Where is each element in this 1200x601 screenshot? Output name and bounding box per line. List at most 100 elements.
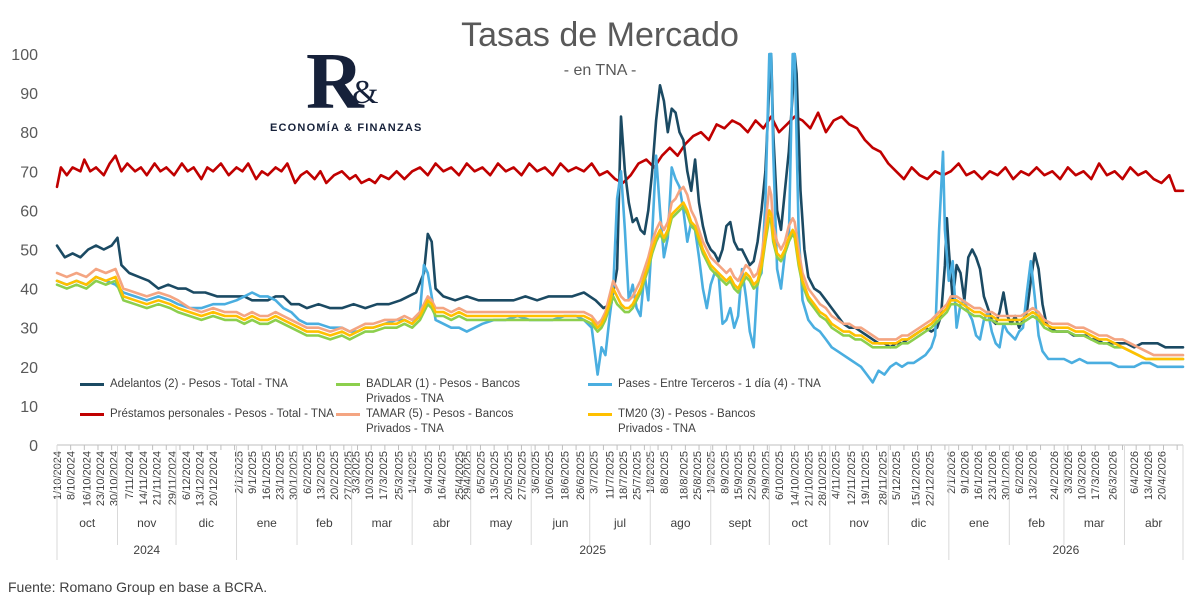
date-label: 6/12/2024 xyxy=(181,451,193,500)
month-label: dic xyxy=(911,516,926,530)
date-label: 2/1/2026 xyxy=(946,451,958,494)
month-label: ene xyxy=(257,516,277,530)
date-label: 30/1/2025 xyxy=(288,451,300,500)
date-label: 20/2/2025 xyxy=(329,451,341,500)
date-label: 13/12/2024 xyxy=(194,451,206,506)
month-label: mar xyxy=(1084,516,1105,530)
date-label: 13/2/2026 xyxy=(1028,451,1040,500)
legend-swatch xyxy=(588,413,612,416)
date-label: 19/11/2025 xyxy=(860,451,872,505)
month-label: oct xyxy=(79,516,96,530)
date-label: 14/11/2024 xyxy=(138,451,150,505)
date-label: 24/2/2026 xyxy=(1049,451,1061,500)
y-tick-label: 50 xyxy=(20,243,38,260)
date-label: 23/1/2026 xyxy=(987,451,999,500)
date-label: 11/7/2025 xyxy=(604,451,616,499)
month-label: jul xyxy=(613,516,626,530)
date-label: 7/11/2024 xyxy=(124,451,136,499)
date-label: 10/6/2025 xyxy=(544,451,556,500)
logo-letter: R xyxy=(306,38,364,126)
chart-title: Tasas de Mercado xyxy=(461,16,739,54)
date-label: 3/3/2026 xyxy=(1063,451,1075,494)
date-label: 6/5/2025 xyxy=(475,451,487,494)
date-label: 28/11/2025 xyxy=(877,451,889,505)
series-layer xyxy=(55,52,1185,384)
legend-label: Adelantos (2) - Pesos - Total - TNA xyxy=(110,378,288,390)
date-label: 16/1/2025 xyxy=(261,451,273,500)
series-line xyxy=(55,201,1185,361)
date-label: 21/10/2025 xyxy=(803,451,815,506)
month-label: sept xyxy=(729,516,752,530)
date-label: 18/7/2025 xyxy=(618,451,630,500)
y-tick-label: 70 xyxy=(20,164,38,181)
date-label: 20/12/2024 xyxy=(208,451,220,506)
date-label: 22/9/2025 xyxy=(747,451,759,500)
date-label: 10/3/2026 xyxy=(1077,451,1089,500)
x-axis: 1/10/2024 8/10/2024 16/10/2024 23/10/2024 30… xyxy=(52,444,1184,560)
series-line xyxy=(55,52,1185,384)
legend-label: TAMAR (5) - Pesos - Bancos Privados - TN… xyxy=(366,408,514,435)
legend-swatch xyxy=(336,383,360,386)
date-label: 13/2/2025 xyxy=(315,451,327,500)
month-label: ago xyxy=(670,516,690,530)
month-label: feb xyxy=(1028,516,1045,530)
date-label: 6/4/2026 xyxy=(1129,451,1141,494)
date-label: 21/11/2024 xyxy=(152,451,164,505)
date-label: 5/12/2025 xyxy=(891,451,903,500)
month-label: nov xyxy=(137,516,156,530)
date-label: 18/6/2025 xyxy=(559,451,571,500)
date-label: 20/5/2025 xyxy=(503,451,515,500)
date-label: 9/4/2025 xyxy=(423,451,435,494)
date-label: 15/12/2025 xyxy=(911,451,923,506)
legend-swatch xyxy=(80,383,104,386)
month-label: jun xyxy=(551,516,568,530)
date-label: 1/10/2024 xyxy=(52,451,64,500)
date-label: 25/4/2025 xyxy=(454,451,466,500)
month-label: feb xyxy=(316,516,333,530)
date-label: 25/7/2025 xyxy=(632,451,644,500)
legend-swatch xyxy=(336,413,360,416)
date-label: 6/2/2026 xyxy=(1014,451,1026,494)
month-label: dic xyxy=(199,516,214,530)
date-label: 28/10/2025 xyxy=(817,451,829,506)
month-label: abr xyxy=(433,516,450,530)
date-label: 6/2/2025 xyxy=(302,451,314,494)
date-label: 8/8/2025 xyxy=(659,451,671,494)
date-label: 25/3/2025 xyxy=(394,451,406,500)
legend-label: Préstamos personales - Pesos - Total - T… xyxy=(110,408,334,420)
legend-label: BADLAR (1) - Pesos - Bancos Privados - T… xyxy=(366,378,521,405)
year-label: 2025 xyxy=(579,543,606,557)
date-label: 29/9/2025 xyxy=(760,451,772,500)
series-line xyxy=(55,52,1185,349)
date-label: 3/6/2025 xyxy=(530,451,542,494)
date-label: 29/11/2024 xyxy=(167,451,179,505)
month-label: oct xyxy=(792,516,809,530)
month-label: abr xyxy=(1145,516,1162,530)
series-line xyxy=(55,205,1185,361)
date-label: 3/3/2025 xyxy=(351,451,363,494)
date-label: 4/11/2025 xyxy=(831,451,843,499)
legend-label: TM20 (3) - Pesos - Bancos Privados - TNA xyxy=(618,408,756,435)
date-label: 13/4/2026 xyxy=(1143,451,1155,500)
date-label: 8/9/2025 xyxy=(719,451,731,494)
year-label: 2026 xyxy=(1053,543,1080,557)
legend-swatch xyxy=(80,413,104,416)
date-label: 3/7/2025 xyxy=(589,451,601,494)
y-tick-label: 80 xyxy=(20,125,38,142)
date-label: 27/5/2025 xyxy=(516,451,528,500)
legend-label: Pases - Entre Terceros - 1 día (4) - TNA xyxy=(618,378,821,390)
date-label: 1/8/2025 xyxy=(645,451,657,494)
date-label: 14/10/2025 xyxy=(790,451,802,506)
brand-logo: R & ECONOMÍA & FINANZAS xyxy=(270,42,421,138)
year-label: 2024 xyxy=(133,543,160,557)
y-axis: 0 10 20 30 40 50 60 70 80 90 100 xyxy=(11,47,38,455)
date-label: 26/6/2025 xyxy=(575,451,587,500)
source-note: Fuente: Romano Group en base a BCRA. xyxy=(8,579,268,595)
date-label: 12/11/2025 xyxy=(846,451,858,505)
date-label: 16/10/2024 xyxy=(81,451,93,506)
month-label: may xyxy=(490,516,513,530)
legend-swatch xyxy=(588,383,612,386)
y-tick-label: 60 xyxy=(20,203,38,220)
month-label: mar xyxy=(372,516,393,530)
date-label: 20/4/2026 xyxy=(1157,451,1169,500)
